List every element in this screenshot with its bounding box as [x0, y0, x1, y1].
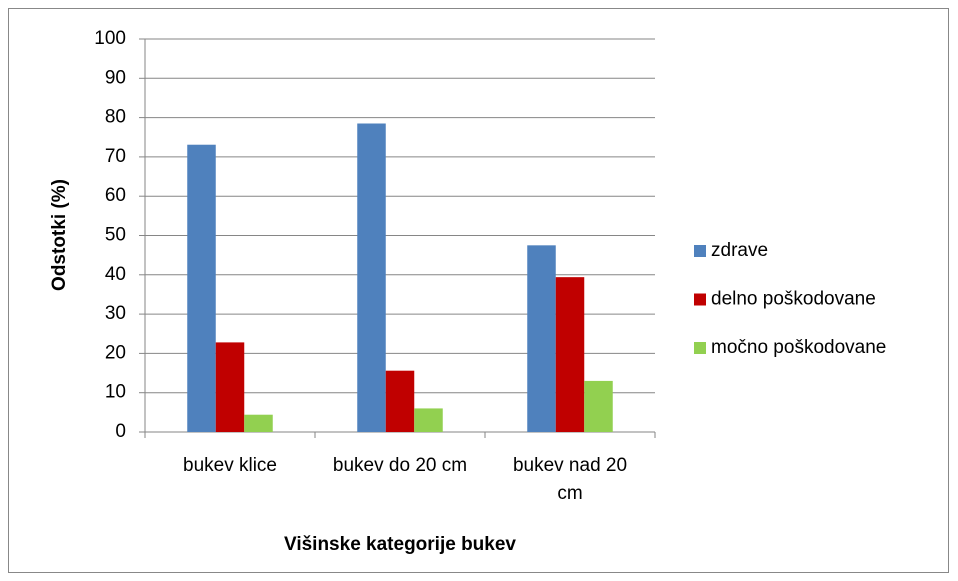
bar	[414, 408, 443, 432]
y-tick-label: 10	[105, 382, 126, 403]
legend-swatch	[694, 342, 706, 354]
y-tick-label: 100	[94, 28, 126, 49]
bar	[187, 144, 216, 433]
legend-swatch	[694, 245, 706, 257]
y-tick-label: 60	[105, 185, 126, 206]
legend-label: zdrave	[711, 240, 768, 261]
bar	[357, 123, 386, 433]
bar	[244, 414, 273, 432]
y-tick-label: 30	[105, 303, 126, 324]
x-axis-title: Višinske kategorije bukev	[284, 534, 516, 555]
x-tick-label: bukev nad 20 cm	[512, 455, 628, 504]
bar	[527, 245, 556, 432]
x-tick-label: bukev do 20 cm	[332, 455, 468, 476]
y-tick-label: 40	[105, 264, 126, 285]
bar	[555, 277, 585, 432]
x-tick-label: bukev klice	[183, 455, 277, 476]
y-tick-label: 90	[105, 67, 126, 88]
bar	[584, 380, 613, 432]
legend-label: delno poškodovane	[711, 289, 876, 310]
y-tick-label: 80	[105, 107, 126, 128]
y-axis-title: Odstotki (%)	[49, 179, 70, 291]
y-tick-label: 20	[105, 342, 126, 363]
y-tick-label: 70	[105, 146, 126, 167]
bar	[385, 370, 415, 432]
chart-border	[8, 8, 949, 573]
y-tick-label: 0	[115, 421, 126, 442]
bar	[215, 342, 245, 432]
legend-label: močno poškodovane	[711, 337, 886, 358]
y-tick-label: 50	[105, 225, 126, 246]
legend-swatch	[694, 293, 706, 306]
